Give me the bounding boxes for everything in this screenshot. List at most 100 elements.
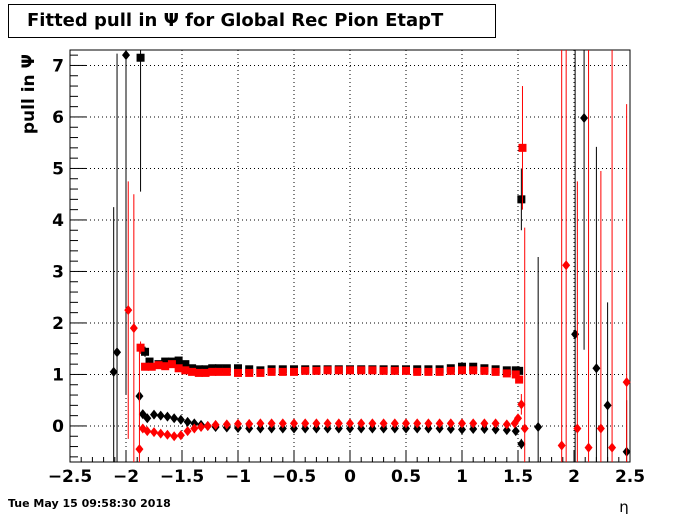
data-point-square	[517, 195, 526, 204]
data-point-square	[245, 368, 254, 377]
x-axis-label: η	[619, 498, 629, 514]
data-point-square	[446, 366, 455, 375]
data-point-diamond	[346, 418, 354, 429]
data-point-diamond	[424, 418, 433, 429]
data-series	[109, 50, 631, 462]
data-point-diamond	[603, 400, 612, 411]
data-point-diamond	[334, 418, 343, 429]
data-point-square	[357, 366, 366, 375]
data-point-diamond	[278, 418, 287, 429]
data-point-diamond	[222, 419, 231, 430]
data-point-diamond	[446, 424, 455, 435]
plot-frame	[69, 49, 631, 463]
data-point-diamond	[596, 423, 605, 434]
data-point-diamond	[163, 411, 172, 422]
data-point-diamond	[256, 423, 265, 434]
data-point-square	[502, 369, 511, 378]
data-point-diamond	[312, 423, 321, 434]
data-point-square	[379, 366, 388, 375]
y-axis-label: pull in Ψ	[19, 54, 39, 134]
data-point-square	[435, 367, 444, 376]
data-point-diamond	[170, 413, 179, 424]
x-tick-label: 1.5	[503, 467, 533, 487]
data-point-square	[174, 356, 183, 365]
data-point-diamond	[534, 421, 543, 432]
data-series	[136, 86, 527, 384]
data-point-square	[256, 368, 265, 377]
data-point-square	[424, 367, 433, 376]
data-point-diamond	[323, 423, 332, 434]
data-point-diamond	[190, 418, 199, 429]
y-tick-label: 5	[52, 159, 64, 179]
data-point-diamond	[413, 423, 422, 434]
data-point-diamond	[413, 418, 422, 429]
data-point-square	[141, 347, 150, 356]
data-point-square	[136, 53, 145, 62]
x-tick-label: 2.5	[615, 467, 645, 487]
data-point-diamond	[109, 366, 118, 377]
data-point-diamond	[290, 418, 298, 429]
data-series	[136, 50, 526, 375]
data-point-diamond	[197, 421, 206, 432]
data-point-diamond	[122, 50, 130, 61]
data-marks	[109, 50, 631, 462]
data-point-diamond	[290, 423, 298, 434]
data-point-diamond	[517, 438, 526, 449]
x-tick-label: −2	[113, 467, 139, 487]
data-point-diamond	[124, 305, 133, 316]
data-point-diamond	[520, 423, 529, 434]
data-point-square	[301, 366, 310, 375]
data-point-diamond	[469, 424, 478, 435]
data-point-square	[234, 364, 242, 373]
data-point-square	[201, 368, 210, 377]
data-point-square	[214, 367, 223, 376]
data-point-diamond	[357, 418, 366, 429]
data-point-square	[323, 366, 332, 375]
data-point-diamond	[469, 418, 478, 429]
data-point-square	[136, 343, 145, 352]
y-tick-label: 6	[52, 108, 64, 128]
data-point-square	[515, 375, 524, 384]
x-tick-label: −2.5	[48, 467, 92, 487]
data-point-square	[188, 367, 197, 376]
data-point-square	[390, 366, 399, 375]
data-point-diamond	[143, 426, 152, 437]
data-point-diamond	[245, 418, 254, 429]
data-point-square	[208, 367, 217, 376]
data-point-diamond	[334, 423, 343, 434]
data-point-diamond	[301, 418, 310, 429]
data-point-diamond	[446, 418, 455, 429]
data-point-square	[154, 361, 163, 370]
data-point-diamond	[502, 419, 511, 430]
y-tick-label: 0	[52, 417, 64, 437]
data-point-square	[312, 366, 321, 375]
data-point-diamond	[183, 426, 192, 437]
data-point-diamond	[135, 444, 144, 455]
data-point-square	[368, 366, 377, 375]
data-point-square	[141, 362, 150, 371]
timestamp: Tue May 15 09:58:30 2018	[8, 497, 171, 510]
data-point-diamond	[402, 423, 410, 434]
data-point-square	[174, 364, 183, 373]
x-tick-label: −1.5	[160, 467, 204, 487]
data-point-diamond	[592, 363, 601, 374]
data-point-diamond	[129, 323, 138, 334]
data-point-diamond	[368, 418, 377, 429]
data-point-square	[334, 366, 343, 375]
x-tick-label: −0.5	[272, 467, 316, 487]
data-point-square	[161, 362, 170, 371]
data-point-diamond	[357, 423, 366, 434]
data-point-diamond	[150, 409, 158, 420]
x-tick-label: 0.5	[391, 467, 421, 487]
data-point-square	[480, 366, 489, 375]
data-point-square	[518, 143, 527, 152]
data-point-diamond	[183, 416, 192, 427]
data-series	[124, 50, 631, 462]
data-point-diamond	[267, 418, 276, 429]
data-point-diamond	[502, 425, 511, 436]
data-point-square	[167, 360, 176, 369]
data-point-square	[147, 362, 156, 371]
data-point-square	[181, 366, 190, 375]
data-point-diamond	[156, 410, 165, 421]
